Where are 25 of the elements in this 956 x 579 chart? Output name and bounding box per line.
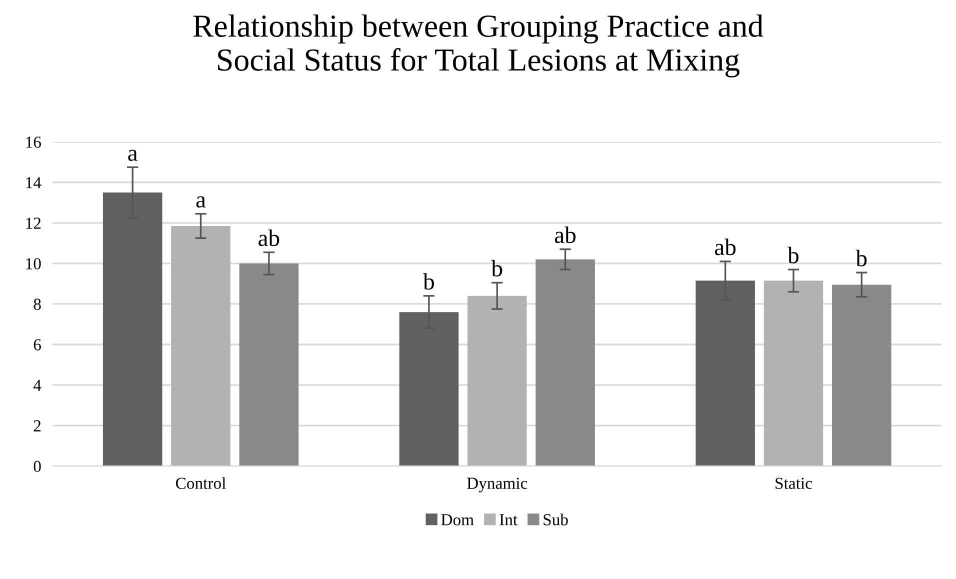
legend-label: Sub bbox=[544, 514, 568, 526]
y-tick-label: 16 bbox=[26, 136, 41, 148]
x-tick-label: Static bbox=[776, 478, 812, 489]
y-tick-label: 10 bbox=[26, 258, 41, 270]
data-label: b bbox=[423, 273, 434, 290]
chart-title: Relationship between Grouping Practice and Social Status for Total Lesions at Mixing bbox=[193, 14, 764, 78]
data-label: a bbox=[128, 150, 138, 161]
data-label: ab bbox=[258, 230, 280, 246]
y-tick-label: 8 bbox=[34, 298, 41, 310]
y-tick-label: 6 bbox=[34, 339, 41, 350]
legend-label: Int bbox=[500, 514, 518, 526]
data-label: ab bbox=[715, 238, 736, 256]
y-tick-label: 2 bbox=[34, 420, 41, 432]
y-tick-label: 0 bbox=[34, 460, 41, 472]
y-tick-label: 14 bbox=[26, 177, 42, 188]
data-label: b bbox=[491, 260, 502, 277]
data-label: ab bbox=[554, 226, 576, 244]
y-tick-label: 4 bbox=[33, 380, 42, 391]
data-label: a bbox=[196, 196, 206, 208]
x-tick-label: Dynamic bbox=[467, 478, 528, 492]
x-tick-label: Control bbox=[176, 477, 226, 489]
data-label: b bbox=[856, 250, 867, 266]
y-tick-label: 12 bbox=[26, 218, 41, 229]
data-label: b bbox=[788, 246, 798, 264]
legend-label: Dom bbox=[441, 514, 474, 526]
